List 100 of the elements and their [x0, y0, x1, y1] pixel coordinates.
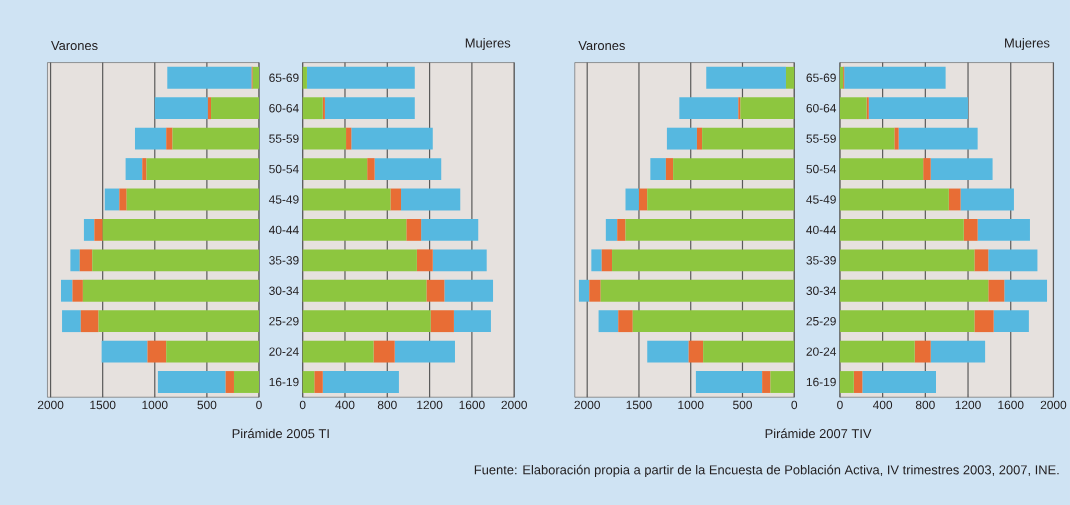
bar	[373, 340, 395, 363]
y-tick-label: 35-39	[806, 255, 836, 265]
bar	[207, 97, 212, 119]
bar	[632, 310, 795, 332]
y-tick-label: 65-69	[269, 73, 299, 82]
bar	[993, 310, 1029, 332]
y-tick-label: 40-44	[806, 225, 837, 234]
bar	[119, 188, 127, 211]
bar	[666, 127, 697, 150]
bar	[578, 279, 590, 302]
bar	[647, 188, 795, 211]
bar	[126, 188, 259, 211]
bar	[598, 310, 619, 332]
bar	[157, 370, 226, 393]
x-tick-label: 1000	[142, 400, 168, 409]
x-tick-label: 1000	[678, 400, 704, 409]
bar	[453, 310, 491, 332]
bar	[625, 188, 639, 211]
bar	[166, 127, 173, 150]
bar	[147, 340, 167, 363]
bar	[172, 127, 259, 150]
bar	[72, 279, 83, 302]
x-tick-label: 800	[377, 400, 397, 409]
bar	[225, 370, 234, 393]
bar	[839, 188, 949, 211]
bar	[302, 127, 347, 150]
y-tick-label: 16-19	[806, 377, 836, 386]
y-tick-label: 35-39	[269, 255, 299, 265]
y-tick-label: 45-49	[806, 195, 836, 204]
bar	[104, 188, 120, 211]
bar	[142, 157, 147, 180]
bar	[839, 97, 867, 119]
x-tick-label: 2000	[1040, 400, 1067, 409]
bar	[839, 370, 854, 393]
bar	[618, 310, 633, 332]
x-tick-label: 2000	[37, 400, 64, 409]
x-tick-label: 1200	[417, 400, 443, 409]
bar	[70, 249, 80, 272]
bar	[740, 97, 795, 119]
bar	[839, 127, 895, 150]
bar	[430, 310, 454, 332]
y-tick-label: 20-24	[269, 347, 299, 356]
y-tick-label: 16-19	[269, 377, 299, 386]
bar	[930, 340, 986, 363]
bar	[252, 66, 259, 89]
x-tick-label: 500	[733, 400, 752, 409]
bar	[1004, 279, 1048, 302]
bar	[79, 249, 93, 272]
bar	[702, 127, 795, 150]
bar	[894, 127, 899, 150]
bar	[839, 249, 975, 272]
x-tick-label: 0	[256, 400, 262, 409]
bar	[695, 370, 763, 393]
x-tick-label: 2000	[501, 400, 527, 409]
x-tick-label: 400	[872, 400, 893, 409]
bar	[233, 370, 259, 393]
bar	[963, 218, 978, 241]
bar	[738, 97, 741, 119]
bar	[306, 66, 415, 89]
x-tick-label: 1600	[459, 400, 485, 409]
bar	[98, 310, 259, 332]
bar	[762, 370, 771, 393]
bar	[898, 127, 978, 150]
bar	[302, 340, 374, 363]
x-tick-label: 400	[335, 400, 355, 409]
bar	[591, 249, 602, 272]
bar	[302, 188, 391, 211]
bar	[625, 218, 795, 241]
bar	[302, 218, 407, 241]
bar	[167, 66, 252, 89]
bar	[444, 279, 494, 302]
bar	[154, 97, 208, 119]
x-tick-label: 1200	[955, 400, 981, 409]
bar	[914, 340, 931, 363]
bar	[866, 97, 869, 119]
y-tick-label: 45-49	[268, 195, 299, 204]
bar	[703, 340, 795, 363]
y-tick-label: 40-44	[268, 225, 299, 234]
bar	[322, 97, 325, 119]
bar	[302, 157, 368, 180]
chart-title: Mujeres	[465, 37, 511, 50]
bar	[322, 370, 399, 393]
y-tick-label: 30-34	[806, 286, 837, 295]
x-tick-label: 0	[837, 400, 843, 409]
x-tick-label: 0	[299, 400, 306, 409]
y-tick-label: 50-54	[269, 164, 299, 174]
x-axis-title: Pirámide 2005 TI	[232, 428, 329, 438]
bar	[960, 188, 1014, 211]
bar	[80, 310, 99, 332]
x-tick-label: 1600	[998, 400, 1024, 409]
bar	[82, 279, 259, 302]
bar	[612, 249, 795, 272]
bar	[605, 218, 618, 241]
bar	[589, 279, 601, 302]
bar	[853, 370, 863, 393]
bar	[314, 370, 323, 393]
bar	[839, 218, 964, 241]
bar	[839, 157, 924, 180]
bar	[390, 188, 402, 211]
chart-title: Mujeres	[1005, 37, 1050, 50]
